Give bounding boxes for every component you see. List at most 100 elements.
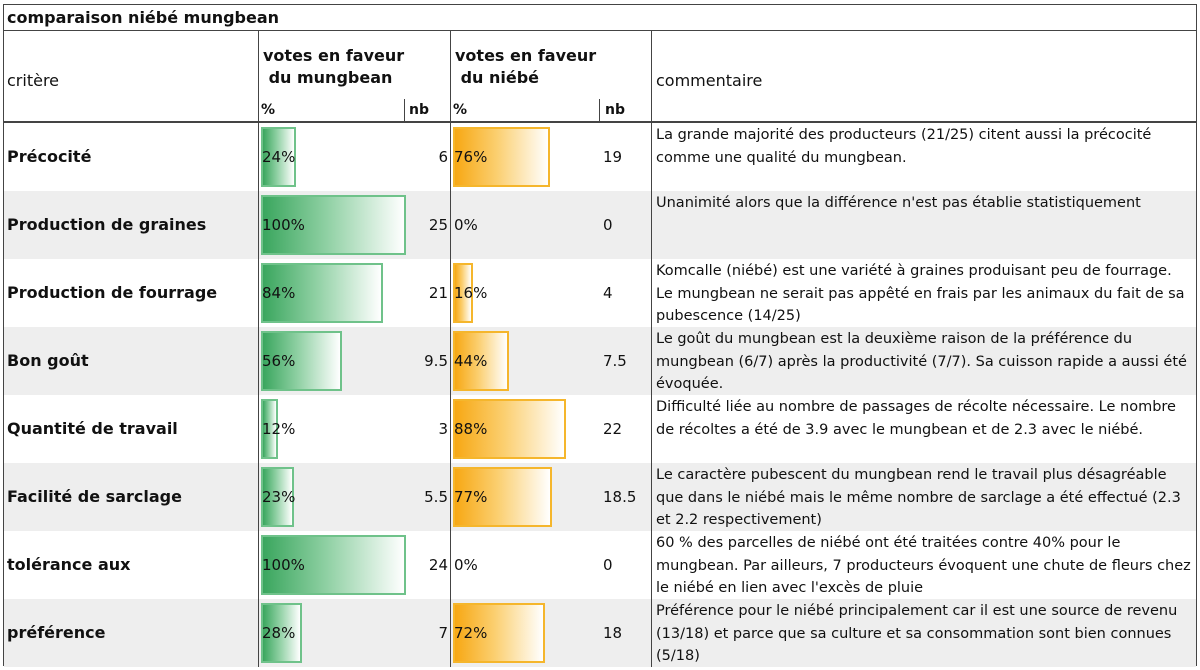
header-niebe-pct: %: [453, 102, 468, 118]
niebe-nb: 4: [599, 259, 652, 327]
mungbean-pct-cell: 24%: [259, 123, 404, 191]
header-divider: [404, 99, 405, 121]
niebe-pct: 72%: [454, 624, 488, 642]
table-row: tolérance aux bioagresseurs100% 240% 060 %…: [4, 531, 1196, 642]
row-critere: Quantité de travail: [4, 395, 259, 463]
table-row: préférence 28% 7 72% 18 Préférence pour le ni…: [4, 599, 1196, 667]
niebe-bar: [453, 331, 509, 391]
mungbean-nb: 21: [404, 259, 451, 327]
header-divider: [599, 99, 600, 121]
table-row: Quantité de travail 12% 3 88% 22 Difficulté l…: [4, 395, 1196, 463]
header-niebe-cell: votes en faveur du niébé % nb: [451, 31, 652, 121]
niebe-nb: 18.5: [599, 463, 652, 531]
mungbean-nb: 9.5: [404, 327, 451, 395]
mungbean-bar: [261, 535, 406, 595]
mungbean-pct-cell: 100%: [259, 531, 406, 599]
header-mungbean-cell: votes en faveur du mungbean % nb: [259, 31, 451, 121]
table-row: Production de graines 100% 25 0% 0 Unanimité …: [4, 191, 1196, 259]
table-row: Bon goût 56% 9.5 44% 7.5 Le goût du mungbean …: [4, 327, 1196, 395]
row-commentaire: 60 % des parcelles de niébé ont été trai…: [656, 535, 1191, 596]
header-niebe-votes: votes en faveur du niébé: [455, 46, 597, 87]
row-commentaire: Unanimité alors que la différence n'est …: [656, 195, 1141, 211]
row-critere: Production de fourrage: [4, 259, 259, 327]
table-row: Précocité 24% 6 76% 19 La grande majorité des…: [4, 123, 1196, 191]
niebe-pct-cell: 44%: [451, 327, 599, 395]
niebe-bar: [453, 603, 545, 663]
mungbean-bar: [261, 127, 296, 187]
mungbean-nb: 7: [404, 599, 451, 667]
niebe-nb: 0: [599, 531, 652, 599]
header-critere-cell: critère: [4, 31, 259, 121]
niebe-nb: 19: [599, 123, 652, 191]
mungbean-bar: [261, 331, 342, 391]
row-critere: Bon goût: [4, 327, 259, 395]
niebe-nb: 18: [599, 599, 652, 667]
niebe-pct-cell: 76%: [451, 123, 599, 191]
mungbean-pct: 100%: [262, 216, 305, 234]
mungbean-pct-cell: 56%: [259, 327, 404, 395]
mungbean-nb: 24: [404, 531, 451, 599]
table-row: Facilité de sarclage 23% 5.5 77% 18.5 Le cara…: [4, 463, 1196, 531]
row-critere: Production de graines: [4, 191, 259, 259]
niebe-nb: 0: [599, 191, 652, 259]
niebe-pct: 44%: [454, 352, 488, 370]
niebe-pct: 77%: [454, 488, 488, 506]
niebe-bar: [453, 263, 473, 323]
mungbean-pct: 56%: [262, 352, 296, 370]
niebe-bar: [453, 127, 550, 187]
mungbean-pct: 84%: [262, 284, 296, 302]
niebe-nb: 22: [599, 395, 652, 463]
header-commentaire-cell: commentaire: [652, 31, 1196, 121]
mungbean-bar: [261, 467, 294, 527]
mungbean-pct-cell: 23%: [259, 463, 404, 531]
mungbean-nb: 3: [404, 395, 451, 463]
niebe-pct: 76%: [454, 148, 488, 166]
niebe-pct: 88%: [454, 420, 488, 438]
table-row: Production de fourrage 84% 21 16% 4 Komcalle …: [4, 259, 1196, 327]
mungbean-pct: 23%: [262, 488, 296, 506]
header-mungbean-nb: nb: [409, 102, 429, 118]
niebe-pct-cell: 88%: [451, 395, 599, 463]
mungbean-nb: 6: [404, 123, 451, 191]
comparison-table: comparaison niébé mungbean critère votes…: [3, 4, 1197, 667]
niebe-pct-cell: 0%: [451, 531, 599, 599]
niebe-pct-cell: 0%: [451, 191, 599, 259]
row-commentaire: La grande majorité des producteurs (21/2…: [656, 127, 1152, 166]
row-critere: tolérance aux bioagresseurs: [4, 531, 259, 642]
mungbean-pct-cell: 100%: [259, 191, 406, 259]
table-title: comparaison niébé mungbean: [4, 5, 1196, 31]
header-commentaire: commentaire: [656, 71, 763, 90]
header-mungbean-pct: %: [261, 102, 276, 118]
row-critere: Précocité: [4, 123, 259, 191]
mungbean-nb: 25: [404, 191, 451, 259]
header-mungbean-votes: votes en faveur du mungbean: [263, 46, 405, 87]
row-commentaire: Le goût du mungbean est la deuxième rais…: [656, 331, 1187, 392]
row-commentaire: Le caractère pubescent du mungbean rend …: [656, 467, 1181, 528]
header-niebe-nb: nb: [605, 102, 625, 118]
mungbean-pct-cell: 28%: [259, 599, 404, 667]
niebe-pct: 16%: [454, 284, 488, 302]
niebe-bar: [453, 399, 566, 459]
header-critere: critère: [7, 71, 60, 90]
row-critere: préférence: [4, 599, 259, 667]
mungbean-bar: [261, 603, 302, 663]
row-commentaire: Komcalle (niébé) est une variété à grain…: [656, 263, 1185, 324]
row-critere: Facilité de sarclage: [4, 463, 259, 531]
niebe-pct-cell: 16%: [451, 259, 599, 327]
niebe-pct-cell: 77%: [451, 463, 599, 531]
mungbean-pct: 28%: [262, 624, 296, 642]
row-commentaire: Difficulté liée au nombre de passages de…: [656, 399, 1176, 438]
niebe-pct-cell: 72%: [451, 599, 599, 667]
niebe-nb: 7.5: [599, 327, 652, 395]
mungbean-pct: 24%: [262, 148, 296, 166]
mungbean-pct-cell: 84%: [259, 259, 404, 327]
mungbean-bar: [261, 263, 383, 323]
mungbean-bar: [261, 399, 278, 459]
niebe-pct: 0%: [454, 216, 478, 234]
table-header: critère votes en faveur du mungbean % nb…: [4, 31, 1196, 123]
mungbean-nb: 5.5: [404, 463, 451, 531]
row-commentaire: Préférence pour le niébé principalement …: [656, 603, 1178, 664]
mungbean-pct-cell: 12%: [259, 395, 404, 463]
mungbean-bar: [261, 195, 406, 255]
niebe-pct: 0%: [454, 556, 478, 574]
